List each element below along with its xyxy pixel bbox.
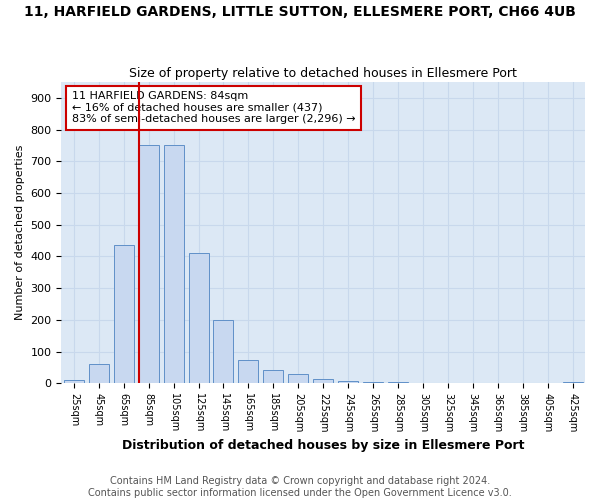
Bar bbox=[238, 360, 259, 384]
Bar bbox=[114, 246, 134, 384]
Bar bbox=[288, 374, 308, 384]
Bar bbox=[263, 370, 283, 384]
Bar bbox=[313, 379, 333, 384]
Bar bbox=[214, 320, 233, 384]
Bar bbox=[338, 381, 358, 384]
X-axis label: Distribution of detached houses by size in Ellesmere Port: Distribution of detached houses by size … bbox=[122, 440, 524, 452]
Bar bbox=[89, 364, 109, 384]
Bar bbox=[188, 254, 209, 384]
Bar bbox=[388, 382, 408, 384]
Bar bbox=[164, 146, 184, 384]
Title: Size of property relative to detached houses in Ellesmere Port: Size of property relative to detached ho… bbox=[129, 66, 517, 80]
Text: 11, HARFIELD GARDENS, LITTLE SUTTON, ELLESMERE PORT, CH66 4UB: 11, HARFIELD GARDENS, LITTLE SUTTON, ELL… bbox=[24, 5, 576, 19]
Bar bbox=[563, 382, 583, 384]
Bar bbox=[413, 382, 433, 384]
Bar bbox=[64, 380, 84, 384]
Text: 11 HARFIELD GARDENS: 84sqm
← 16% of detached houses are smaller (437)
83% of sem: 11 HARFIELD GARDENS: 84sqm ← 16% of deta… bbox=[72, 91, 355, 124]
Text: Contains HM Land Registry data © Crown copyright and database right 2024.
Contai: Contains HM Land Registry data © Crown c… bbox=[88, 476, 512, 498]
Bar bbox=[363, 382, 383, 384]
Y-axis label: Number of detached properties: Number of detached properties bbox=[15, 145, 25, 320]
Bar bbox=[139, 146, 158, 384]
